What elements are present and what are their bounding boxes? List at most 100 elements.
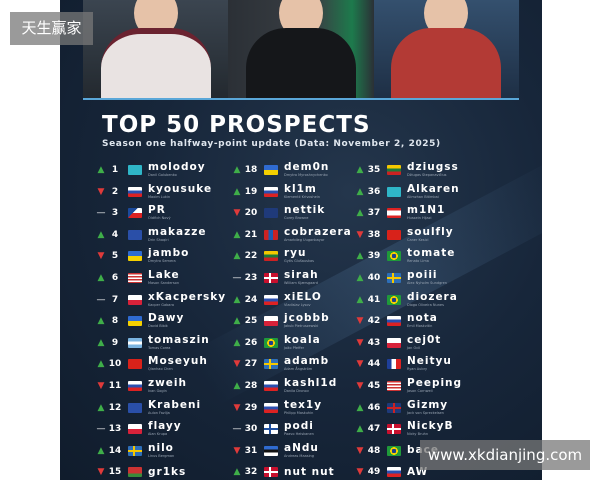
ranking-row: ▼ 38 soulfly Caner Kesici: [355, 225, 454, 245]
player-real-name: Qianhao Chen: [148, 367, 173, 372]
ranking-row: ▲ 19 kl1m Klementii Krivoshein: [232, 182, 320, 202]
player-photos: [83, 0, 519, 100]
player-info: zweih Ivan Gogin: [148, 378, 187, 394]
player-info: nut nut: [284, 466, 335, 478]
rank-number: 25: [244, 316, 258, 327]
watermark-top: 天生赢家: [10, 12, 93, 45]
player-info: makazze Drin Shaqiri: [148, 226, 206, 243]
player-nickname: AW: [407, 465, 429, 478]
player-nickname: gr1ks: [148, 465, 187, 478]
player-nickname: zweih: [148, 377, 188, 389]
player-real-name: Adam Ångström: [284, 367, 313, 372]
player-real-name: Maxim Lukin: [148, 194, 171, 199]
flag-cz-icon: [128, 208, 142, 219]
player-real-name: Aulon Fazlija: [148, 410, 170, 415]
ranking-row: — 23 sirah William Kjærsgaard: [232, 268, 319, 288]
trend-down-icon: ▼: [356, 381, 364, 391]
player-nickname: adamb: [284, 355, 330, 368]
flag-lt-icon: [264, 251, 278, 262]
trend-up-icon: ▲: [97, 316, 105, 327]
player-photo-1: [83, 0, 229, 98]
trend-down-icon: ▼: [97, 467, 105, 478]
player-real-name: Paavo Heiskanen: [284, 432, 314, 437]
player-info: PR Oldřich Nový: [148, 205, 171, 221]
player-nickname: kl1m: [284, 182, 317, 195]
flag-ua-icon: [264, 165, 278, 175]
ranking-row: ▲ 24 xiELO Vladislav Lysov: [232, 290, 322, 310]
player-info: tomate Renato Lima: [407, 248, 455, 264]
watermark-bottom: www.xkdianjing.com: [420, 440, 590, 470]
trend-up-icon: ▲: [97, 402, 105, 413]
player-info: xKacpersky Kacper Gabara: [148, 291, 226, 308]
flag-pl-icon: [128, 294, 142, 305]
player-real-name: Dmytro Semera: [148, 259, 176, 264]
player-real-name: Ryan Aubry: [407, 367, 428, 372]
flag-br-icon: [387, 251, 401, 262]
player-info: soulfly Caner Kesici: [407, 226, 454, 243]
flag-fi-icon: [264, 424, 278, 435]
player-nickname: Moseyuh: [148, 355, 208, 368]
player-real-name: Alex Nyholm Sundgren: [407, 281, 448, 285]
player-info: Peeping Jason Cornwell: [407, 378, 462, 394]
player-info: cobrazera Amarbileg Uuganbayar: [284, 226, 352, 243]
rank-number: 32: [244, 467, 258, 478]
ranking-row: ▼ 43 cej0t Jan Ocil: [355, 333, 441, 353]
player-info: podi Paavo Heiskanen: [284, 421, 314, 437]
rank-number: 9: [111, 337, 119, 348]
rank-number: 5: [111, 251, 119, 262]
player-info: kashl1d Danila Dronov: [284, 378, 337, 394]
player-nickname: Krabeni: [148, 398, 202, 411]
player-real-name: Džiugas Stepanavičius: [407, 173, 447, 177]
rank-number: 20: [244, 208, 258, 219]
rank-number: 3: [111, 208, 119, 219]
trend-down-icon: ▼: [233, 445, 241, 456]
trend-up-icon: ▲: [356, 402, 364, 413]
ranking-row: ▼ 45 Peeping Jason Cornwell: [355, 376, 462, 396]
rank-number: 44: [367, 359, 381, 370]
player-info: adamb Adam Ångström: [284, 356, 329, 372]
player-real-name: Danila Dronov: [284, 389, 309, 393]
trend-up-icon: ▲: [97, 337, 105, 348]
player-real-name: Corey Browne: [284, 216, 309, 221]
player-nickname: m1N1: [407, 204, 446, 217]
player-nickname: tomaszin: [148, 333, 210, 346]
ranking-row: ▲ 6 Lake Mason Sanderson: [96, 268, 180, 288]
ranking-row: ▲ 14 nilo Linus Bergman: [96, 441, 175, 461]
flag-lb-icon: [387, 208, 401, 219]
player-real-name: Jason Cornwell: [407, 389, 433, 393]
player-info: tex1y Philipp Maskuhin: [284, 399, 322, 416]
rank-number: 30: [244, 424, 258, 435]
trend-up-icon: ▲: [356, 165, 364, 175]
player-real-name: Nicky Bruhn: [407, 432, 429, 437]
rank-number: 43: [367, 337, 381, 348]
ranking-row: ▲ 9 tomaszin Tomas Corea: [96, 333, 210, 353]
rank-number: 8: [111, 316, 119, 327]
player-real-name: Mason Sanderson: [148, 281, 180, 285]
trend-up-icon: ▲: [233, 294, 241, 305]
player-real-name: Gytis Glušauskas: [284, 259, 314, 264]
player-real-name: Oldřich Nový: [148, 216, 171, 221]
rank-number: 26: [244, 337, 258, 348]
rank-number: 12: [108, 402, 122, 413]
trend-down-icon: ▼: [356, 316, 364, 327]
player-real-name: Alimzhan Bitimbai: [407, 194, 439, 199]
player-nickname: Alkaren: [407, 182, 460, 195]
flag-mn-icon: [264, 229, 278, 240]
player-info: gr1ks: [148, 465, 187, 478]
page-subtitle: Season one halfway-point update (Data: N…: [102, 139, 441, 149]
rank-number: 22: [244, 251, 258, 262]
player-real-name: João Pfeffer: [284, 345, 305, 350]
player-info: Gizmy Jack von Spreckelsen: [407, 399, 448, 416]
player-info: diozera Diogo Oliveira Nunes: [407, 291, 458, 308]
flag-by-icon: [128, 467, 142, 478]
player-real-name: Emil Moskvitin: [407, 324, 433, 329]
player-nickname: NickyB: [407, 420, 454, 433]
player-real-name: Jakub Pietruszewski: [284, 324, 319, 329]
player-nickname: jcobbb: [284, 312, 330, 325]
rank-number: 48: [367, 445, 381, 456]
rank-number: 1: [111, 165, 119, 175]
player-real-name: Hussein Hijazi: [407, 216, 432, 221]
ranking-row: ▲ 41 diozera Diogo Oliveira Nunes: [355, 290, 458, 310]
player-nickname: Dawy: [148, 312, 185, 325]
flag-se-icon: [387, 273, 401, 283]
